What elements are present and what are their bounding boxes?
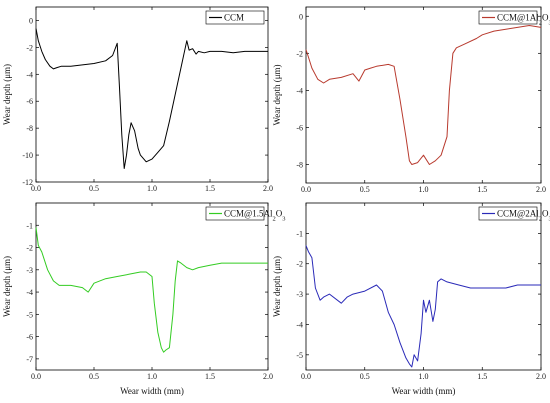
x-tick-label: 1.5: [477, 185, 487, 194]
x-tick-label: 2.0: [263, 184, 273, 193]
y-tick-label: -3: [296, 290, 303, 299]
series-line-bottom-right: [305, 245, 541, 368]
x-tick-label: 0.5: [360, 185, 370, 194]
x-tick-label: 1.0: [147, 372, 157, 381]
plot-frame: [305, 6, 542, 184]
y-axis-title: Wear depth (μm): [272, 256, 282, 317]
plot-frame: [305, 202, 542, 371]
x-tick-label: 1.0: [419, 185, 429, 194]
x-tick-label: 1.5: [205, 372, 215, 381]
y-tick-label: -5: [296, 351, 303, 360]
legend-label: CCM: [224, 13, 244, 23]
y-tick-label: -12: [22, 178, 33, 187]
y-tick-label: -10: [22, 151, 33, 160]
x-tick-label: 0.0: [301, 372, 311, 381]
y-tick-label: -8: [296, 160, 303, 169]
y-tick-label: -2: [26, 244, 33, 253]
y-tick-label: -6: [296, 123, 303, 132]
y-tick-label: -4: [26, 288, 33, 297]
y-tick-label: -2: [26, 43, 33, 52]
x-tick-label: 0.5: [89, 184, 99, 193]
x-tick-label: 1.5: [205, 184, 215, 193]
x-tick-label: 1.0: [147, 184, 157, 193]
y-tick-label: -8: [26, 124, 33, 133]
plot-frame: [35, 6, 269, 183]
x-tick-label: 2.0: [536, 372, 546, 381]
x-tick-label: 0.0: [301, 185, 311, 194]
chart-panel-top-right: 0.0 0.5 1.0 1.5 2.0 0 -2 -4 -6 -8 Wear depth (μm) C…: [272, 6, 550, 194]
x-tick-label: 0.0: [31, 184, 41, 193]
chart-panel-bottom-left: 0.0 0.5 1.0 1.5 2.0 -1 -2 -3 -4 -5 -6 -7 Wear depth …: [2, 202, 286, 396]
y-tick-label: -2: [296, 260, 303, 269]
x-tick-label: 0.5: [360, 372, 370, 381]
chart-panel-top-left: 0.0 0.5 1.0 1.5 2.0 0 -2 -4 -6 -8 -10 -12 Wear depth…: [2, 6, 273, 193]
x-tick-label: 0.0: [31, 372, 41, 381]
y-tick-label: -2: [296, 49, 303, 58]
x-axis-title: Wear width (mm): [392, 386, 456, 396]
legend-box: [478, 206, 538, 221]
chart-panel-bottom-right: 0.0 0.5 1.0 1.5 2.0 -1 -2 -3 -4 -5 Wear depth (μm)…: [272, 202, 550, 396]
y-axis-title: Wear depth (μm): [272, 64, 282, 125]
series-line-top-right: [305, 25, 542, 165]
series-line-top-left: [35, 28, 268, 169]
y-tick-label: -1: [26, 221, 33, 230]
x-tick-label: 2.0: [263, 372, 273, 381]
y-tick-label: -7: [26, 355, 33, 364]
legend-label: CCM@1.5Al2O3: [224, 209, 286, 223]
y-tick-label: -4: [296, 320, 303, 329]
y-tick-label: -6: [26, 97, 33, 106]
plot-frame: [35, 202, 269, 371]
y-tick-label: -3: [26, 266, 33, 275]
y-tick-label: -5: [26, 310, 33, 319]
x-tick-label: 2.0: [536, 185, 546, 194]
legend-label: CCM@1Al2O3: [497, 13, 550, 27]
y-tick-label: 0: [299, 12, 303, 21]
y-tick-label: 0: [29, 16, 33, 25]
x-tick-label: 0.5: [89, 372, 99, 381]
x-tick-label: 1.0: [419, 372, 429, 381]
y-axis-title: Wear depth (μm): [2, 64, 12, 125]
y-tick-label: -4: [296, 86, 303, 95]
x-axis-title: Wear width (mm): [120, 386, 184, 396]
y-tick-label: -4: [26, 70, 33, 79]
series-line-bottom-left: [35, 227, 268, 353]
y-tick-label: -6: [26, 333, 33, 342]
legend-box: [478, 10, 538, 25]
x-tick-label: 1.5: [477, 372, 487, 381]
legend-box: [205, 206, 265, 221]
y-axis-title: Wear depth (μm): [2, 256, 12, 317]
y-tick-label: -1: [296, 229, 303, 238]
legend-box: [205, 10, 265, 25]
legend-label: CCM@2Al2O3: [497, 209, 550, 223]
